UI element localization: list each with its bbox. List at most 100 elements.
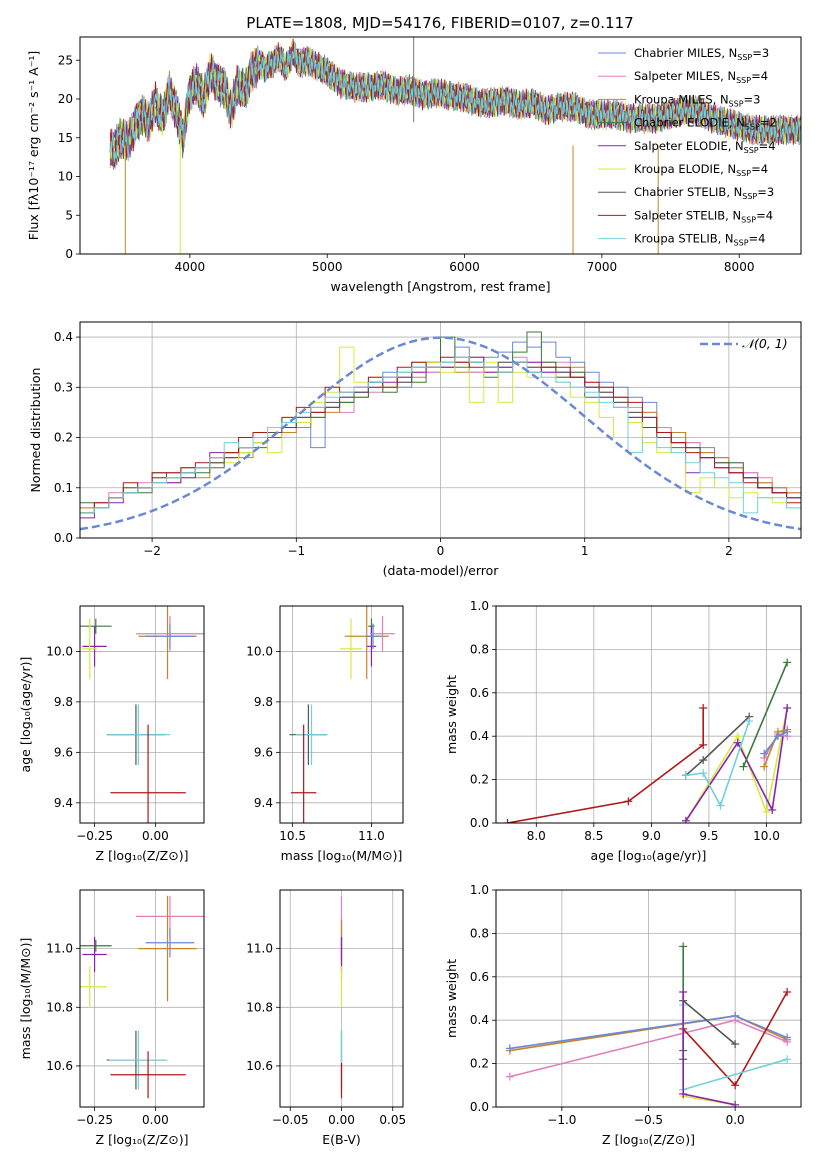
legend-label-main: Salpeter STELIB, N [634, 208, 741, 222]
legend-label-sub: SSP [745, 123, 760, 132]
weight-plot [505, 942, 792, 1107]
x-tick-label: 10.0 [753, 829, 780, 843]
legend-label: Chabrier ELODIE, NSSP=2 [634, 116, 777, 132]
y-axis-label: mass [log₁₀(M/M⊙)] [18, 938, 33, 1060]
legend-label-sub: SSP [737, 53, 752, 62]
errorbar-plot [80, 895, 204, 1099]
errorbar-point [138, 895, 197, 1002]
x-tick-label: −1.0 [547, 1113, 576, 1127]
weight-marker [624, 797, 633, 806]
x-tick-label: 2 [725, 544, 733, 558]
axes-frame [79, 321, 802, 539]
errorbar-point [80, 966, 107, 1008]
axes-frame [79, 36, 802, 255]
y-tick-label: 10.0 [46, 644, 73, 658]
legend-label: Salpeter MILES, NSSP=4 [634, 69, 768, 85]
errorbar-point [82, 626, 107, 667]
y-tick-label: 0.8 [470, 926, 489, 940]
y-tick-label: 10.8 [246, 1000, 273, 1014]
errorbar-point [291, 724, 317, 823]
legend-label-sub: SSP [742, 192, 757, 201]
weight-line-salpeter-elodie [685, 707, 788, 822]
axes-frame [279, 889, 404, 1108]
x-axis-label: mass [log₁₀(M/M⊙)] [281, 848, 403, 863]
y-tick-label: 9.4 [254, 796, 273, 810]
weight-marker [783, 987, 792, 996]
y-tick-label: 10.0 [246, 644, 273, 658]
errorbar-plot [80, 606, 204, 823]
y-tick-label: 0.4 [470, 1013, 489, 1027]
y-tick-label: 0.2 [470, 1057, 489, 1071]
x-axis-label: (data-model)/error [383, 563, 500, 578]
histogram-kroupa-stelib [80, 356, 801, 514]
errorbar-point [365, 623, 381, 649]
x-tick-label: −0.25 [76, 829, 113, 843]
legend-label-tail: =4 [759, 139, 776, 153]
y-axis-label: Normed distribution [28, 368, 43, 493]
weight-marker [505, 1044, 514, 1053]
y-tick-label: 9.8 [254, 695, 273, 709]
weight-line-kroupa-elodie [685, 707, 788, 822]
legend-label: Salpeter STELIB, NSSP=4 [634, 208, 773, 224]
x-tick-label: 0.00 [328, 1113, 355, 1127]
weight-marker [503, 819, 512, 823]
axes-mass_vs_ebv: −0.05 0.00 0.05 10.6 10.8 11.0 E(B-V) [246, 889, 406, 1147]
errorbar-point [80, 618, 112, 634]
y-axis-label: age [log₁₀(age/yr)] [18, 657, 33, 773]
y-axis-label: mass weight [444, 959, 459, 1038]
y-tick-label: 0.0 [470, 1100, 489, 1114]
weight-marker [699, 756, 708, 765]
x-tick-label: 1 [581, 544, 589, 558]
y-tick-label: 0.4 [54, 330, 73, 344]
weight-marker [783, 727, 792, 736]
y-tick-label: 9.4 [54, 796, 73, 810]
weight-marker [773, 732, 782, 741]
weight-marker [731, 1040, 740, 1049]
y-tick-label: 10.8 [46, 1000, 73, 1014]
legend-label: 𝒩(0, 1) [742, 336, 788, 351]
y-tick-label: 10 [58, 170, 73, 184]
x-tick-label: 0.05 [379, 1113, 406, 1127]
legend-label-sub: SSP [741, 215, 756, 224]
weight-marker [731, 1100, 740, 1107]
x-tick-label: 0 [437, 544, 445, 558]
y-tick-label: 10.6 [246, 1059, 273, 1073]
y-axis-label: mass weight [444, 675, 459, 754]
y-tick-label: 0.6 [470, 970, 489, 984]
y-tick-label: 1.0 [470, 599, 489, 613]
x-tick-label: −2 [143, 544, 161, 558]
legend-label-main: Chabrier STELIB, N [634, 185, 742, 199]
weight-marker [681, 816, 690, 823]
legend-label-tail: =4 [751, 162, 768, 176]
x-tick-label: −0.25 [76, 1113, 113, 1127]
spectrum-plot [109, 37, 801, 254]
x-tick-label: 0.00 [142, 829, 169, 843]
legend-label-sub: SSP [744, 146, 759, 155]
x-tick-label: 6000 [449, 260, 480, 274]
axes-weight_vs_Z: −1.0 −0.5 0.0 0.0 0.2 0.4 0.6 0.8 1.0 Z [log₁₀(Z/… [444, 883, 802, 1147]
x-axis-label: wavelength [Angstrom, rest frame] [330, 279, 550, 294]
errorbar-point [295, 704, 328, 765]
y-tick-label: 0.2 [54, 431, 73, 445]
errorbar-point [82, 618, 98, 680]
legend-label-sub: SSP [729, 99, 744, 108]
y-tick-label: 1.0 [470, 883, 489, 897]
weight-marker [783, 703, 792, 712]
errorbar-point [110, 724, 186, 823]
legend-label-tail: =3 [752, 46, 769, 60]
legend-label-tail: =4 [756, 208, 773, 222]
weight-marker [505, 1072, 514, 1081]
axes-frame [279, 605, 404, 824]
errorbar-point [80, 939, 112, 952]
y-tick-label: 20 [58, 92, 73, 106]
x-tick-label: 0.00 [142, 1113, 169, 1127]
y-tick-label: 0.0 [470, 816, 489, 830]
weight-marker [739, 762, 748, 771]
axes-residuals: −2 −1 0 1 2 0.0 0.1 0.2 0.3 0.4 (data-model)/error… [28, 321, 802, 578]
errorbar-point [366, 626, 377, 667]
weight-marker [716, 801, 725, 810]
y-tick-label: 0.2 [470, 773, 489, 787]
axes-frame [495, 889, 802, 1108]
y-tick-label: 11.0 [246, 942, 273, 956]
